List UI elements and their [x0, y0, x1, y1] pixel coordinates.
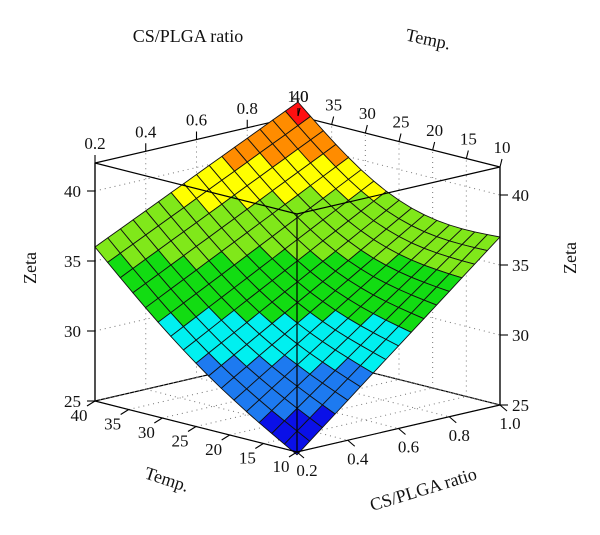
left-zeta-axis-title: Zeta	[20, 252, 40, 284]
top-temp-tick-label: 15	[460, 130, 477, 149]
zeta-right-tick-label: 35	[512, 256, 529, 275]
top-temp-tick-mark	[364, 124, 368, 134]
temp-tick-label: 10	[273, 457, 290, 476]
zeta-left-tick-label: 25	[64, 392, 81, 411]
temp-tick-mark	[187, 426, 197, 432]
top-temp-tick-mark	[297, 107, 301, 117]
top-temp-tick-label: 10	[494, 138, 511, 157]
right-zeta-axis-title: Zeta	[560, 242, 580, 274]
ratio-tick-mark	[347, 439, 356, 447]
top-ratio-tick-label: 0.2	[84, 134, 105, 153]
bottom-ratio-axis-title: CS/PLGA ratio	[367, 464, 479, 515]
top-ratio-tick-label: 0.8	[237, 99, 258, 118]
top-temp-tick-mark	[432, 141, 436, 151]
zeta-right-tick-label: 25	[512, 396, 529, 415]
ratio-tick-mark	[499, 404, 508, 412]
temp-tick-label: 20	[205, 440, 222, 459]
top-temp-tick-mark	[465, 150, 469, 159]
temp-tick-mark	[288, 451, 298, 458]
ratio-tick-mark	[448, 416, 457, 424]
top-ratio-axis-title: CS/PLGA ratio	[133, 26, 244, 46]
top-temp-tick-mark	[331, 116, 335, 125]
ratio-tick-label: 0.6	[398, 438, 419, 457]
zeta-left-tick-label: 40	[64, 182, 81, 201]
top-temp-tick-label: 40	[292, 87, 309, 106]
temp-tick-label: 25	[172, 432, 189, 451]
temp-tick-mark	[120, 409, 129, 415]
top-temp-axis-title: Temp.	[404, 25, 452, 54]
top-temp-tick-label: 35	[325, 96, 342, 115]
temp-tick-label: 40	[71, 406, 88, 425]
top-ratio-tick-label: 0.6	[186, 111, 207, 130]
temp-tick-label: 30	[138, 423, 155, 442]
zeta-right-tick-label: 40	[512, 186, 529, 205]
zeta-left-tick-label: 30	[64, 322, 81, 341]
ratio-tick-mark	[296, 451, 305, 459]
zeta-right-tick-label: 30	[512, 326, 529, 345]
ratio-tick-label: 0.4	[347, 449, 369, 468]
top-frame	[94, 162, 501, 215]
top-temp-tick-mark	[398, 133, 402, 142]
response-surface	[94, 101, 501, 456]
temp-tick-label: 15	[239, 449, 256, 468]
temp-tick-label: 35	[104, 415, 121, 434]
tick-labels: 101520253035400.20.40.60.81.025303540253…	[64, 87, 529, 480]
top-temp-tick-label: 20	[426, 121, 443, 140]
top-temp-tick-label: 25	[393, 113, 410, 132]
temp-tick-mark	[154, 417, 163, 424]
bottom-temp-axis-title: Temp.	[142, 463, 191, 496]
zeta-left-tick-label: 35	[64, 252, 81, 271]
temp-tick-mark	[86, 400, 96, 407]
ratio-tick-label: 1.0	[499, 414, 520, 433]
ratio-tick-mark	[398, 428, 406, 435]
top-temp-tick-mark	[499, 158, 503, 168]
top-ratio-tick-label: 1.0	[287, 87, 308, 106]
ratio-tick-label: 0.2	[296, 461, 317, 480]
top-temp-tick-label: 30	[359, 104, 376, 123]
top-ratio-tick-label: 0.4	[135, 122, 157, 141]
ratio-tick-label: 0.8	[449, 426, 470, 445]
temp-tick-mark	[221, 434, 230, 441]
temp-tick-mark	[255, 443, 264, 449]
